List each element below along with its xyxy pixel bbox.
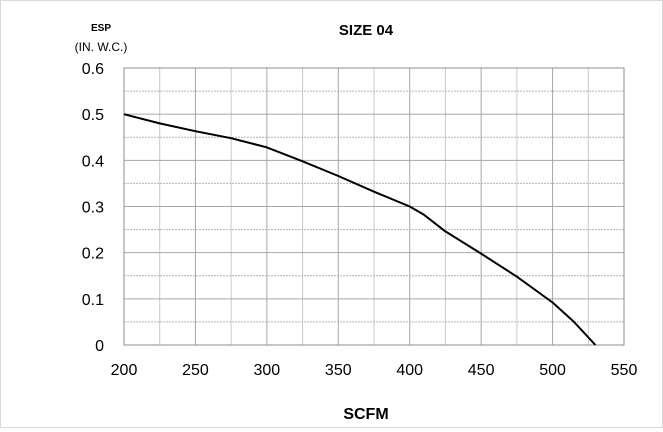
x-tick-label: 300 bbox=[254, 362, 281, 379]
y-tick-label: 0.5 bbox=[82, 107, 104, 124]
x-tick-label: 250 bbox=[182, 362, 209, 379]
esp-curve-line bbox=[123, 113, 597, 346]
series-layer bbox=[123, 113, 597, 346]
y-axis-label: ESP bbox=[91, 23, 111, 34]
plot-area-border bbox=[123, 67, 625, 346]
chart-title: SIZE 04 bbox=[339, 22, 394, 39]
y-tick-label: 0.1 bbox=[82, 292, 104, 309]
x-tick-label: 450 bbox=[468, 362, 495, 379]
y-tick-label: 0.6 bbox=[82, 61, 104, 78]
x-tick-label: 200 bbox=[111, 362, 138, 379]
x-tick-label: 400 bbox=[396, 362, 423, 379]
x-tick-label: 550 bbox=[611, 362, 638, 379]
y-tick-label: 0.3 bbox=[82, 200, 104, 217]
tick-labels: 200 250 300 350 400 450 500 550 0 0.1 0.2 0.3 0.4 0.5… bbox=[82, 61, 638, 379]
y-tick-label: 0.2 bbox=[82, 246, 104, 263]
axes bbox=[123, 67, 625, 346]
y-tick-label: 0.4 bbox=[82, 153, 104, 170]
x-tick-label: 350 bbox=[325, 362, 352, 379]
y-axis-unit-label: (IN. W.C.) bbox=[75, 40, 128, 54]
x-axis-label: SCFM bbox=[343, 406, 388, 423]
y-tick-label: 0 bbox=[95, 338, 104, 355]
x-tick-label: 500 bbox=[539, 362, 566, 379]
